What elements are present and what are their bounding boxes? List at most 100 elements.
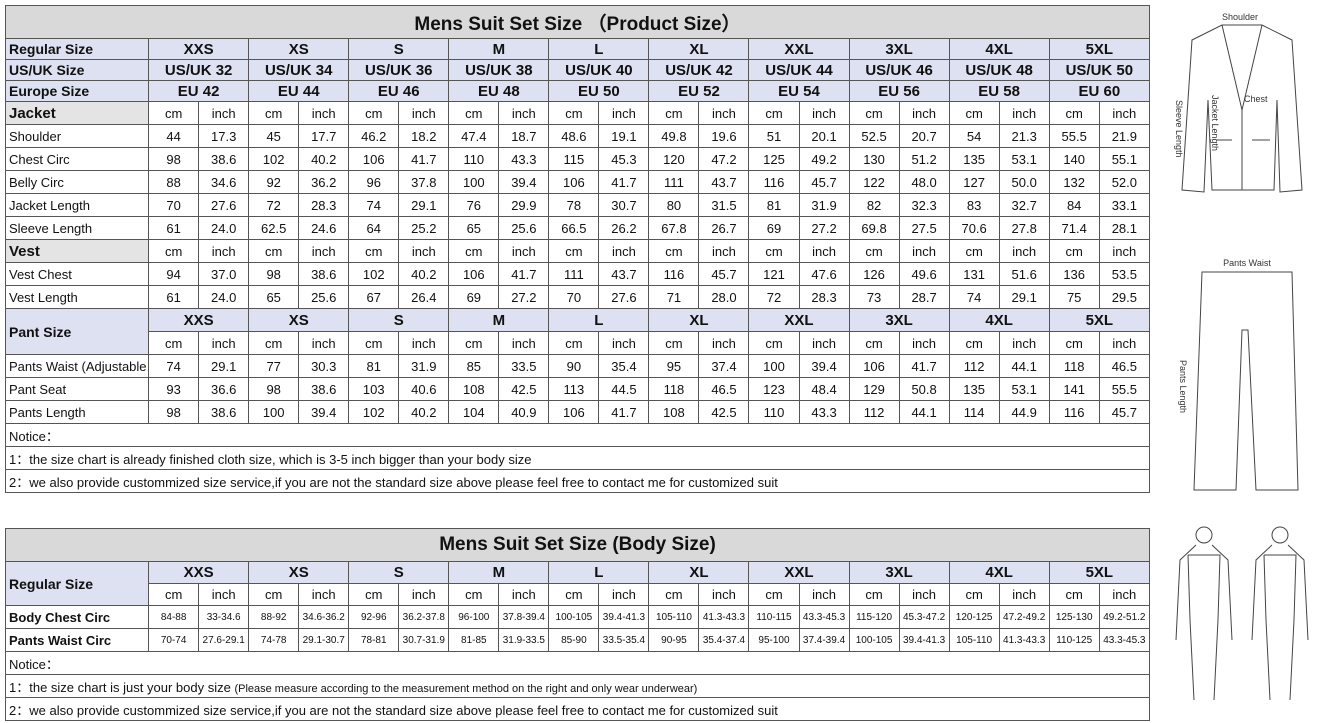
cell: 43.7 bbox=[698, 170, 750, 194]
diagram-label: Jacket Length bbox=[1210, 95, 1220, 151]
cell: 29.1 bbox=[998, 285, 1050, 309]
unit: inch bbox=[298, 583, 350, 606]
row: Vest Chest 94 37.0 98 38.6 102 40.2 106 41.7 111 4… bbox=[4, 262, 1151, 286]
cell: 106 bbox=[548, 170, 600, 194]
cell: 85 bbox=[448, 354, 500, 378]
cell: 120-125 bbox=[948, 605, 1000, 629]
size: 4XL bbox=[948, 561, 1050, 584]
unit: inch bbox=[398, 101, 450, 125]
cell: 44 bbox=[148, 124, 200, 148]
cell: 125 bbox=[748, 147, 800, 171]
unit: cm bbox=[848, 331, 900, 355]
cell: 42.5 bbox=[698, 400, 750, 424]
row: Regular Size XXS XS S M L XL XXL 3XL 4XL 5XL bbox=[4, 38, 1151, 60]
cell: 115 bbox=[548, 147, 600, 171]
cell: 50.0 bbox=[998, 170, 1050, 194]
size: XS bbox=[248, 38, 350, 60]
cell: 33.5 bbox=[498, 354, 550, 378]
diagram-label: Pants Length bbox=[1178, 360, 1188, 413]
cell: 106 bbox=[548, 400, 600, 424]
size: L bbox=[548, 38, 650, 60]
size: 3XL bbox=[848, 561, 950, 584]
unit: inch bbox=[198, 101, 250, 125]
cell: 61 bbox=[148, 285, 200, 309]
row-label: Vest Chest bbox=[4, 262, 150, 286]
row: 2：we also provide custommized size servi… bbox=[5, 697, 1150, 721]
cell: 100-105 bbox=[548, 605, 600, 629]
unit: inch bbox=[598, 583, 650, 606]
unit: cm bbox=[348, 583, 400, 606]
cell: 37.8-39.4 bbox=[498, 605, 550, 629]
size: S bbox=[348, 308, 450, 332]
size: S bbox=[348, 38, 450, 60]
cell: 48.0 bbox=[898, 170, 950, 194]
cell: 47.4 bbox=[448, 124, 500, 148]
cell: 127 bbox=[948, 170, 1000, 194]
unit: cm bbox=[848, 101, 900, 125]
cell: 69 bbox=[448, 285, 500, 309]
row: Pant Size XXS XS S M L XL XXL 3XL 4XL 5XL bbox=[4, 308, 1151, 355]
cell: 111 bbox=[648, 170, 700, 194]
unit: cm bbox=[548, 239, 600, 263]
cell: 27.6 bbox=[598, 285, 650, 309]
cell: 70 bbox=[548, 285, 600, 309]
unit: inch bbox=[298, 101, 350, 125]
cell: 39.4 bbox=[798, 354, 850, 378]
unit: inch bbox=[398, 583, 450, 606]
unit: inch bbox=[298, 239, 350, 263]
section-label: Vest bbox=[4, 239, 150, 263]
diagram-label: Pants Waist bbox=[1223, 258, 1271, 268]
cell: 41.7 bbox=[398, 147, 450, 171]
diagram-label: Chest bbox=[1244, 94, 1268, 104]
size: L bbox=[548, 308, 650, 332]
row: Vest cm inch cm inch cm inch cm inch cm inch cm inch… bbox=[4, 239, 1151, 263]
cell: 102 bbox=[248, 147, 300, 171]
size: US/UK 46 bbox=[848, 59, 950, 81]
cell: 92-96 bbox=[348, 605, 400, 629]
cell: 26.2 bbox=[598, 216, 650, 240]
unit: inch bbox=[1098, 583, 1151, 606]
cell: 49.2 bbox=[798, 147, 850, 171]
cell: 29.1 bbox=[198, 354, 250, 378]
cell: 110-125 bbox=[1048, 628, 1100, 652]
cell: 90-95 bbox=[648, 628, 700, 652]
row: Sleeve Length 61 24.0 62.5 24.6 64 25.2 65 25.6 6… bbox=[4, 216, 1151, 240]
unit: inch bbox=[598, 331, 650, 355]
row: Shoulder 44 17.3 45 17.7 46.2 18.2 47.4 18.7 48.6… bbox=[4, 124, 1151, 148]
size: EU 60 bbox=[1048, 80, 1151, 102]
row-label: Pants Waist Circ bbox=[4, 628, 150, 652]
size: XL bbox=[648, 38, 750, 60]
cell: 104 bbox=[448, 400, 500, 424]
cell: 27.8 bbox=[998, 216, 1050, 240]
unit: inch bbox=[798, 239, 850, 263]
size: S bbox=[348, 561, 450, 584]
size: XXL bbox=[748, 561, 850, 584]
cell: 34.6 bbox=[198, 170, 250, 194]
cell: 84-88 bbox=[148, 605, 200, 629]
size: EU 48 bbox=[448, 80, 550, 102]
cell: 28.3 bbox=[298, 193, 350, 217]
cell: 81-85 bbox=[448, 628, 500, 652]
cell: 106 bbox=[348, 147, 400, 171]
row-label: US/UK Size bbox=[4, 59, 150, 81]
cell: 74 bbox=[948, 285, 1000, 309]
cell: 131 bbox=[948, 262, 1000, 286]
size: US/UK 36 bbox=[348, 59, 450, 81]
cell: 41.3-43.3 bbox=[998, 628, 1050, 652]
cell: 37.0 bbox=[198, 262, 250, 286]
cell: 17.3 bbox=[198, 124, 250, 148]
cell: 72 bbox=[248, 193, 300, 217]
cell: 31.5 bbox=[698, 193, 750, 217]
cell: 45 bbox=[248, 124, 300, 148]
size: US/UK 38 bbox=[448, 59, 550, 81]
cell: 24.0 bbox=[198, 216, 250, 240]
cell: 53.1 bbox=[998, 377, 1050, 401]
cell: 41.7 bbox=[598, 400, 650, 424]
cell: 120 bbox=[648, 147, 700, 171]
cell: 27.5 bbox=[898, 216, 950, 240]
cell: 93 bbox=[148, 377, 200, 401]
row-label: Vest Length bbox=[4, 285, 150, 309]
cell: 45.7 bbox=[798, 170, 850, 194]
cell: 43.3 bbox=[498, 147, 550, 171]
cell: 95-100 bbox=[748, 628, 800, 652]
